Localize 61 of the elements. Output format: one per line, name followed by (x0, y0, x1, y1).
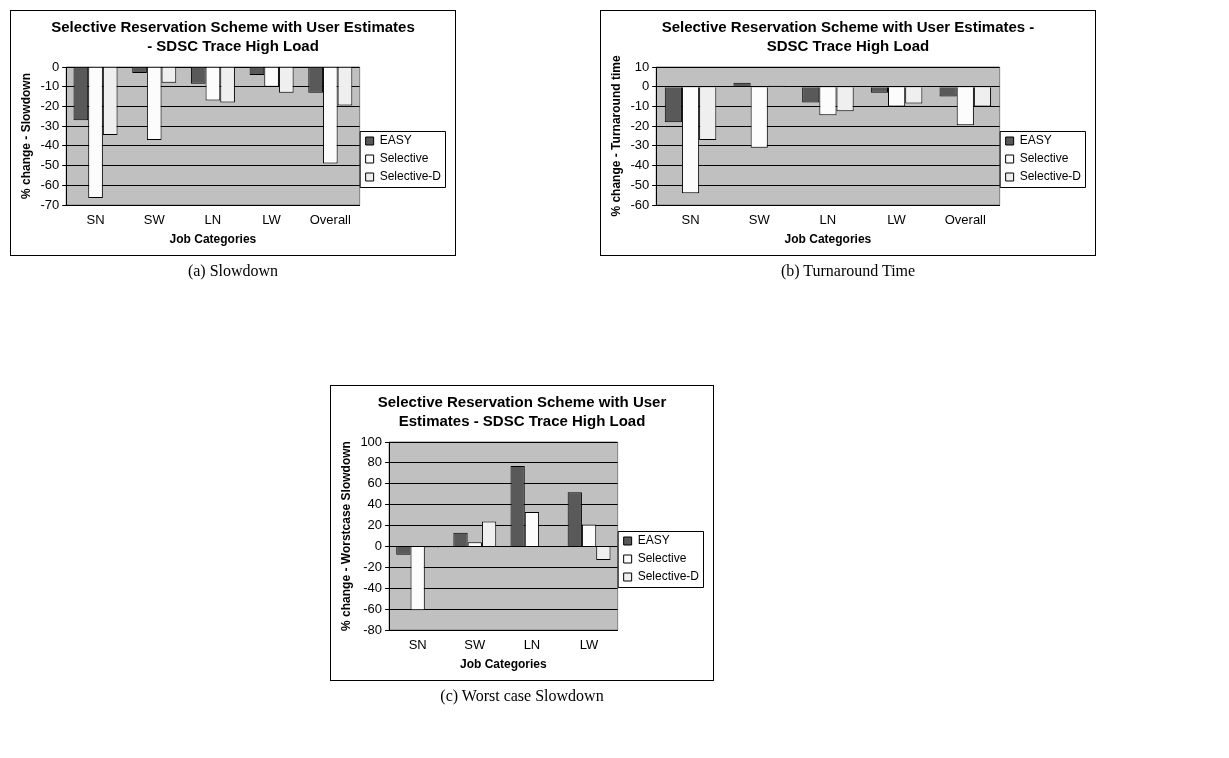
y-tick-label: 20 (367, 517, 383, 533)
x-tick-label: SN (408, 637, 427, 653)
y-tick-label: -20 (40, 98, 60, 114)
y-tick-label: 40 (367, 496, 383, 512)
chart-title: Selective Reservation Scheme with User Estimates - SDSC Trace High Load (376, 392, 668, 430)
y-tick-label: -40 (363, 579, 383, 595)
y-tick-label: -20 (363, 558, 383, 574)
y-tick-label: 10 (634, 58, 650, 74)
legend-label: Selective-D (379, 169, 442, 184)
chart-title: Selective Reservation Scheme with User Estimates - SDSC Trace High Load (50, 17, 416, 55)
legend-label: Selective-D (1019, 169, 1082, 184)
y-tick-label: 0 (374, 538, 383, 554)
x-tick-label: SN (681, 212, 700, 228)
legend-label: Selective (1019, 151, 1069, 166)
y-tick-label: -60 (363, 600, 383, 616)
x-tick-label: SW (748, 212, 771, 228)
y-tick-label: -60 (40, 176, 60, 192)
x-axis-title: Job Categories (169, 232, 257, 247)
x-axis-title: Job Categories (460, 657, 548, 672)
x-tick-label: Overall (944, 212, 986, 228)
x-tick-label: SW (143, 212, 166, 228)
x-tick-label: LW (262, 212, 282, 228)
y-tick-label: -30 (40, 117, 60, 133)
y-tick-label: -20 (630, 117, 650, 133)
y-tick-label: 0 (51, 58, 60, 74)
y-tick-label: -40 (40, 137, 60, 153)
x-tick-label: LN (523, 637, 541, 653)
y-tick-label: -10 (630, 98, 650, 114)
y-tick-label: 60 (367, 475, 383, 491)
y-tick-label: -30 (630, 137, 650, 153)
y-axis-title: % change - Turnaround time (608, 55, 623, 217)
y-tick-label: -50 (40, 157, 60, 173)
x-axis-title: Job Categories (784, 232, 872, 247)
chart-title: Selective Reservation Scheme with User Estimates - SDSC Trace High Load (660, 17, 1036, 55)
legend-label: EASY (1019, 133, 1052, 148)
y-tick-label: -10 (40, 78, 60, 94)
y-axis-title: % change - Worstcase Slowdown (338, 441, 353, 631)
y-tick-label: -50 (630, 176, 650, 192)
x-tick-label: SN (86, 212, 105, 228)
legend-label: Selective (637, 551, 687, 566)
legend-label: EASY (379, 133, 412, 148)
y-tick-label: -60 (630, 196, 650, 212)
x-tick-label: LN (204, 212, 222, 228)
legend-label: EASY (637, 533, 670, 548)
text: (b) Turnaround Time (779, 262, 917, 280)
text: (a) Slowdown (186, 262, 280, 280)
x-tick-label: LW (887, 212, 907, 228)
y-tick-label: 80 (367, 454, 383, 470)
x-tick-label: LN (819, 212, 837, 228)
y-axis-title: % change - Slowdown (18, 72, 33, 200)
y-tick-label: -70 (40, 196, 60, 212)
text: (c) Worst case Slowdown (439, 687, 605, 705)
legend-label: Selective (379, 151, 429, 166)
y-tick-label: 0 (641, 78, 650, 94)
y-tick-label: -80 (363, 621, 383, 637)
x-tick-label: LW (579, 637, 600, 653)
y-tick-label: 100 (360, 433, 383, 449)
legend-label: Selective-D (637, 569, 700, 584)
y-tick-label: -40 (630, 157, 650, 173)
x-tick-label: SW (464, 637, 486, 653)
x-tick-label: Overall (309, 212, 351, 228)
